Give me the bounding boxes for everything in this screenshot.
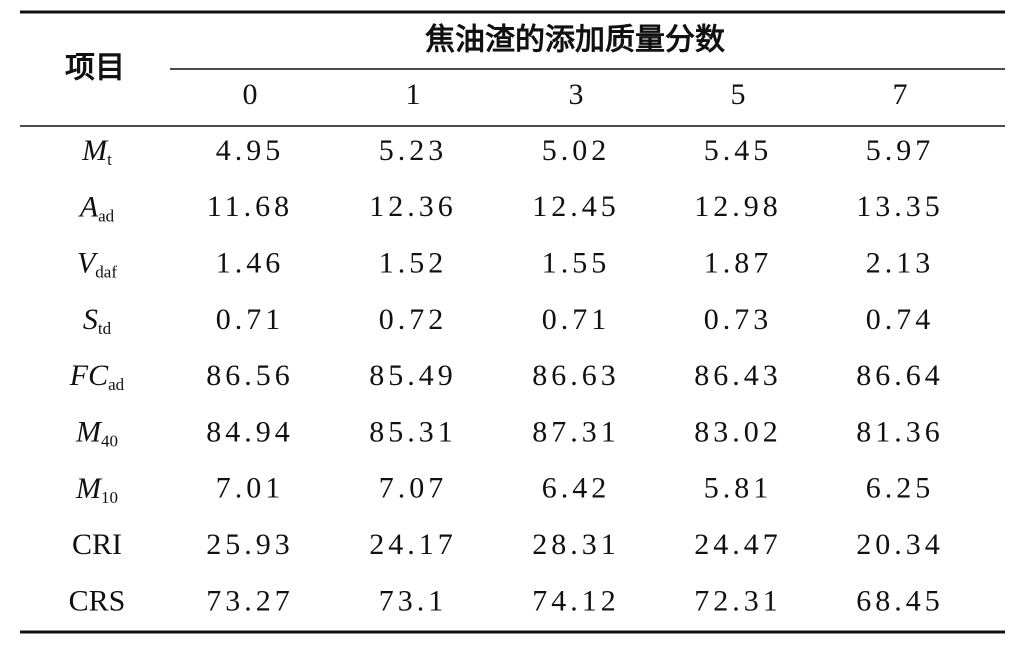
cell: 11.68 [207,190,293,223]
cell: 86.64 [856,359,944,392]
row-label-main: V [77,246,99,279]
column-header: 0 [243,78,258,111]
row-label-sub: 10 [101,488,118,507]
cell: 84.94 [206,415,294,448]
row-label-main: CRI [72,528,122,561]
row-label: Vdaf [77,246,117,281]
cell: 74.12 [532,584,620,617]
cell: 24.47 [694,528,782,561]
cell: 1.55 [542,246,611,279]
cell: 0.72 [379,303,448,336]
column-header: 7 [893,78,908,111]
cell: 72.31 [694,584,782,617]
cell: 85.49 [369,359,457,392]
cell: 85.31 [369,415,457,448]
cell: 0.71 [216,303,285,336]
cell: 0.74 [866,303,935,336]
row-label-sub: ad [98,206,115,225]
cell: 2.13 [866,246,935,279]
row-label: CRS [69,584,126,617]
row-label-main: M [75,472,103,505]
row-label: M10 [75,472,118,507]
row-label-main: CRS [69,584,126,617]
cell: 24.17 [369,528,457,561]
cell: 25.93 [206,528,294,561]
row-label-main: FC [69,359,109,392]
row-label: Aad [78,190,115,225]
row-label-main: M [81,134,109,167]
row-label: FCad [69,359,125,394]
cell: 6.25 [866,472,935,505]
row-label-sub: daf [95,263,117,282]
cell: 13.35 [856,190,944,223]
cell: 7.07 [379,472,448,505]
cell: 81.36 [856,415,944,448]
row-label-sub: 40 [101,431,118,450]
cell: 4.95 [216,134,285,167]
cell: 86.43 [694,359,782,392]
cell: 1.46 [216,246,285,279]
cell: 6.42 [542,472,611,505]
cell: 7.01 [216,472,285,505]
row-label-sub: td [98,319,112,338]
cell: 20.34 [856,528,944,561]
cell: 86.63 [532,359,620,392]
row-label-main: A [78,190,99,223]
cell: 87.31 [532,415,620,448]
cell: 83.02 [694,415,782,448]
row-label: CRI [72,528,122,561]
row-label: Std [83,303,112,338]
row-label-sub: t [107,150,112,169]
cell: 5.23 [379,134,448,167]
cell: 0.73 [704,303,773,336]
cell: 5.81 [704,472,773,505]
cell: 12.98 [694,190,782,223]
cell: 5.02 [542,134,611,167]
cell: 5.97 [866,134,935,167]
row-label-main: M [75,415,103,448]
cell: 1.52 [379,246,448,279]
column-header: 1 [406,78,421,111]
cell: 5.45 [704,134,773,167]
cell: 28.31 [532,528,620,561]
row-label: M40 [75,415,118,450]
row-label-main: S [83,303,98,336]
cell: 1.87 [704,246,773,279]
cell: 12.45 [532,190,620,223]
row-label-sub: ad [108,375,125,394]
row-label: Mt [81,134,112,169]
column-header: 5 [731,78,746,111]
cell: 73.1 [379,584,448,617]
cell: 68.45 [856,584,944,617]
cell: 12.36 [369,190,457,223]
group-header: 焦油渣的添加质量分数 [425,23,726,58]
column-header: 3 [569,78,584,111]
row-header: 项目 [65,51,125,86]
cell: 73.27 [206,584,294,617]
cell: 0.71 [542,303,611,336]
cell: 86.56 [206,359,294,392]
